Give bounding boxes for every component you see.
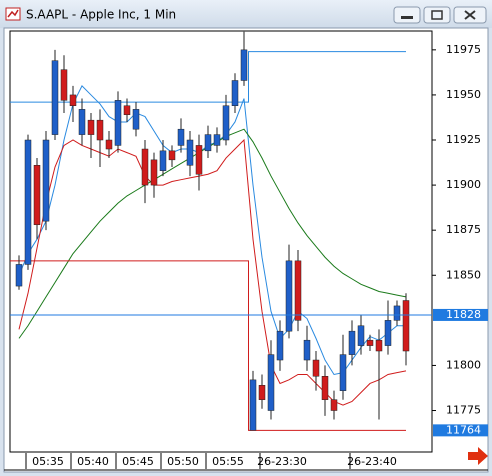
x-tick-label: 05:55 xyxy=(212,455,244,468)
candle-body xyxy=(114,100,122,146)
x-tick-label: 26-23:30 xyxy=(257,455,307,468)
candle-body xyxy=(321,376,329,400)
candle-body xyxy=(150,159,158,186)
y-tick-label: 11875 xyxy=(446,223,481,236)
candle-body xyxy=(168,150,176,161)
y-tick-label: 11900 xyxy=(446,178,481,191)
candle-body xyxy=(105,139,113,150)
candle-body xyxy=(276,330,284,361)
minimize-icon xyxy=(401,16,413,19)
scroll-arrow[interactable] xyxy=(468,447,488,465)
candle-body xyxy=(303,339,311,361)
candle-body xyxy=(393,305,401,321)
candle-body xyxy=(195,145,203,175)
maximize-button[interactable] xyxy=(423,6,451,24)
x-tick-label: 05:45 xyxy=(122,455,154,468)
minimize-button[interactable] xyxy=(393,6,421,24)
candle-body xyxy=(15,264,23,287)
candle-body xyxy=(60,69,68,101)
candle-body xyxy=(123,105,131,116)
maximize-icon xyxy=(431,10,443,20)
candle-body xyxy=(141,148,149,186)
candle-body xyxy=(375,339,383,352)
price-marker-label: 11764 xyxy=(446,423,481,436)
candle-body xyxy=(51,60,59,135)
candle-body xyxy=(339,354,347,391)
price-marker-label: 11828 xyxy=(446,308,481,321)
candle-body xyxy=(285,260,293,332)
candle-body xyxy=(357,325,365,346)
y-tick-label: 11950 xyxy=(446,88,481,101)
candle-body xyxy=(312,359,320,377)
candle-body xyxy=(267,354,275,411)
candle-body xyxy=(258,385,266,400)
price-marker-box xyxy=(433,308,488,321)
candle-body xyxy=(249,379,257,431)
channel-line xyxy=(10,260,406,431)
candle-body xyxy=(348,330,356,355)
y-tick-label: 11975 xyxy=(446,43,481,56)
x-tick-label: 05:35 xyxy=(32,455,64,468)
plot-area xyxy=(9,30,433,453)
candle-body xyxy=(204,134,212,152)
y-tick-label: 11775 xyxy=(446,404,481,417)
moving-average xyxy=(18,138,407,406)
candle-body xyxy=(231,80,239,106)
x-tick-label: 26-23:40 xyxy=(347,455,397,468)
x-tick-label: 05:40 xyxy=(77,455,109,468)
candle-body xyxy=(366,339,374,346)
candle-body xyxy=(132,109,140,130)
plot-content xyxy=(10,31,432,431)
candle-body xyxy=(222,105,230,141)
candle-body xyxy=(87,119,95,135)
candle-body xyxy=(330,399,338,411)
close-icon xyxy=(464,10,476,20)
window-title: S.AAPL - Apple Inc, 1 Min xyxy=(26,8,176,22)
candle-body xyxy=(384,320,392,346)
candle-body xyxy=(213,134,221,146)
app-icon-graph xyxy=(7,9,19,18)
candle-body xyxy=(42,139,50,222)
channel-line xyxy=(10,51,406,103)
y-tick-label: 11850 xyxy=(446,268,481,281)
candle-body xyxy=(402,300,410,352)
candle-body xyxy=(69,94,77,106)
candle-body xyxy=(177,128,185,146)
window-buttons[interactable] xyxy=(393,6,487,24)
y-tick-label: 11925 xyxy=(446,133,481,146)
candle-body xyxy=(78,109,86,135)
price-marker-box xyxy=(433,424,488,437)
y-tick-label: 11800 xyxy=(446,358,481,371)
x-tick-label: 05:50 xyxy=(167,455,199,468)
candle-body xyxy=(24,139,32,265)
candle-body xyxy=(33,165,41,226)
candle-body xyxy=(240,49,248,81)
moving-average xyxy=(18,128,407,339)
candle-body xyxy=(186,139,194,166)
candle-body xyxy=(294,260,302,321)
candle-body xyxy=(159,150,167,171)
candle-body xyxy=(96,119,104,141)
